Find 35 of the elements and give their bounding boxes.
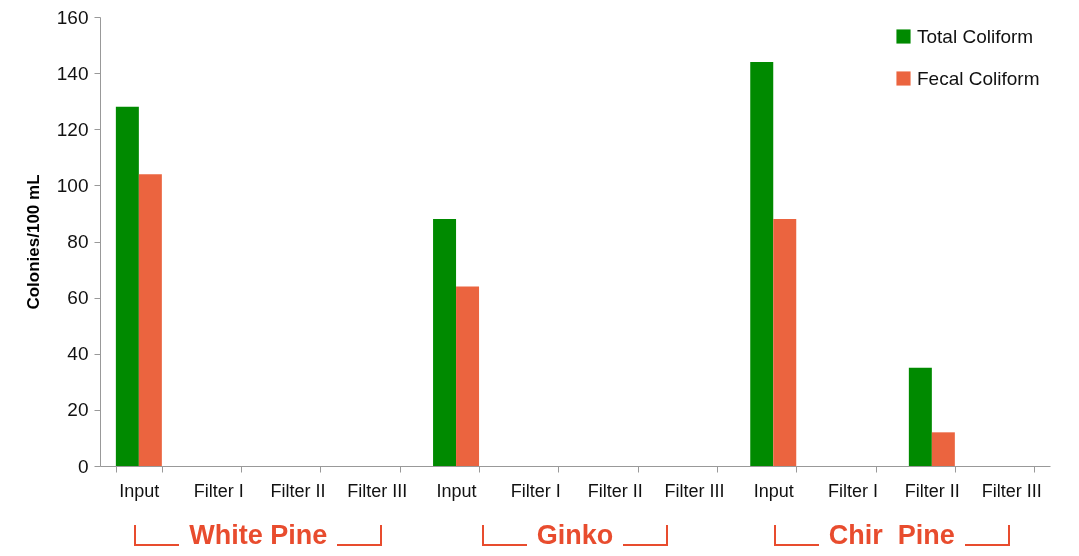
bar [115,106,139,466]
bar [138,174,162,466]
legend-label: Total Coliform [917,25,1034,47]
y-tick-label: 0 [77,455,89,477]
y-axis-title: Colonies/100 mL [23,174,43,310]
x-tick-label: Filter I [510,480,561,501]
bar [931,432,955,466]
x-tick-label: Filter II [904,480,960,501]
x-tick-label: Input [436,480,477,501]
x-tick-label: Filter I [828,480,879,501]
bar [433,219,457,466]
text: Ginko [536,519,614,552]
y-tick-label: 40 [67,343,89,365]
y-tick-label: 20 [67,399,89,421]
y-tick-label: 120 [56,118,89,140]
bar [908,367,932,466]
x-tick-label: Filter III [981,480,1042,501]
y-tick-label: 160 [56,6,89,28]
text: Chir Pine [828,519,955,552]
text: White Pine [189,519,328,552]
x-tick-label: Filter II [270,480,326,501]
x-tick-label: Input [753,480,794,501]
y-tick-label: 140 [56,62,89,84]
x-tick-label: Filter II [587,480,643,501]
x-tick-label: Input [119,480,160,501]
y-tick-label: 80 [67,231,89,252]
x-tick-label: Filter III [347,480,408,501]
y-tick-label: 100 [56,174,89,196]
x-tick-label: Filter III [664,480,725,501]
bar [750,61,774,466]
y-tick-label: 60 [67,287,89,309]
legend-label: Fecal Coliform [917,67,1040,89]
bar [773,219,797,466]
x-tick-label: Filter I [193,480,244,501]
bar [456,286,480,466]
